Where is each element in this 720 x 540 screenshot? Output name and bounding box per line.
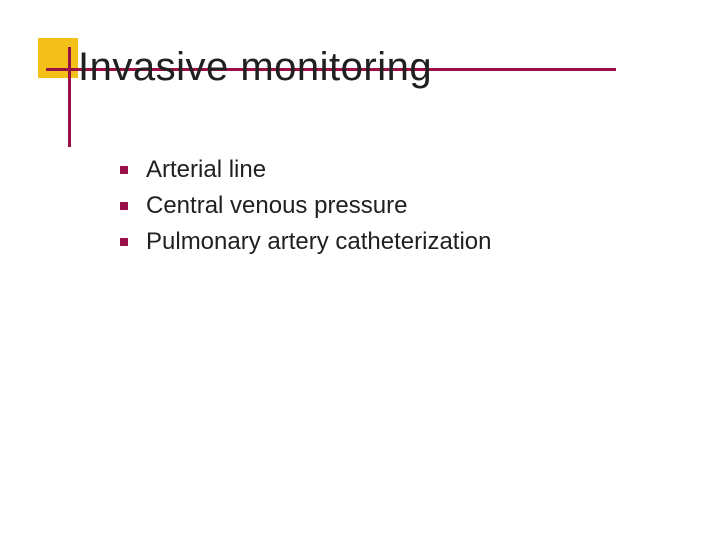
slide-title: Invasive monitoring [78,45,432,90]
bullet-square-icon [120,166,128,174]
slide: Invasive monitoring Arterial line Centra… [0,0,720,540]
list-item: Central venous pressure [120,191,660,221]
list-item: Pulmonary artery catheterization [120,227,660,257]
list-item-text: Central venous pressure [146,191,407,221]
list-item-text: Arterial line [146,155,266,185]
bullet-square-icon [120,202,128,210]
bullet-list: Arterial line Central venous pressure Pu… [120,155,660,257]
list-item-text: Pulmonary artery catheterization [146,227,492,257]
bullet-square-icon [120,238,128,246]
slide-body: Arterial line Central venous pressure Pu… [120,155,660,263]
accent-vertical-line [68,47,71,147]
accent-square-icon [38,38,78,78]
list-item: Arterial line [120,155,660,185]
